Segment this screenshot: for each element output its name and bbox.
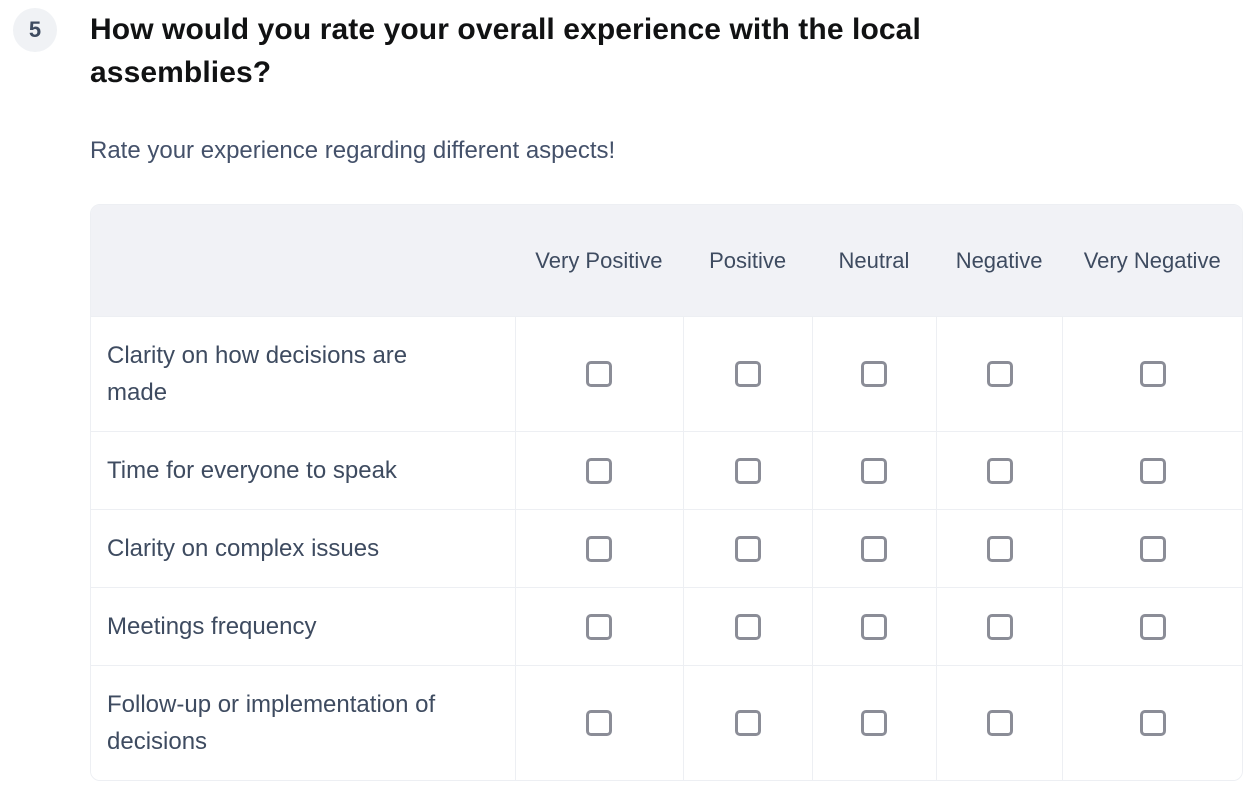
checkbox-r1-c5[interactable] bbox=[1139, 361, 1166, 387]
matrix-body: Clarity on how decisions are made Time f… bbox=[91, 316, 1242, 780]
column-header-neutral: Neutral bbox=[812, 205, 936, 316]
table-row: Clarity on complex issues bbox=[91, 509, 1242, 587]
table-row: Clarity on how decisions are made bbox=[91, 316, 1242, 431]
checkbox-r3-c5[interactable] bbox=[1139, 535, 1166, 562]
question-title: How would you rate your overall experien… bbox=[90, 13, 921, 89]
checkbox-r1-c1[interactable] bbox=[586, 361, 613, 387]
question-subtitle: Rate your experience regarding different… bbox=[90, 137, 616, 164]
column-header-very-negative: Very Negative bbox=[1062, 205, 1242, 316]
row-label: Clarity on complex issues bbox=[91, 509, 515, 587]
row-label: Follow-up or implementation of decisions bbox=[91, 665, 515, 780]
checkbox-r1-c3[interactable] bbox=[861, 361, 888, 387]
table-row: Follow-up or implementation of decisions bbox=[91, 665, 1242, 780]
checkbox-r5-c3[interactable] bbox=[861, 710, 888, 736]
question-header: 5 How would you rate your overall experi… bbox=[13, 8, 1240, 94]
checkbox-r4-c4[interactable] bbox=[986, 613, 1013, 640]
column-header-negative: Negative bbox=[935, 205, 1063, 316]
row-label: Time for everyone to speak bbox=[91, 431, 515, 509]
checkbox-r4-c2[interactable] bbox=[735, 613, 762, 640]
checkbox-r1-c4[interactable] bbox=[986, 361, 1013, 387]
checkbox-r5-c1[interactable] bbox=[586, 710, 613, 736]
checkbox-r3-c1[interactable] bbox=[586, 535, 613, 562]
row-label-column-header bbox=[91, 205, 515, 316]
matrix-header: Very Positive Positive Neutral Negative … bbox=[91, 205, 1242, 316]
question-number-badge: 5 bbox=[13, 8, 57, 52]
rating-matrix: Very Positive Positive Neutral Negative … bbox=[90, 204, 1243, 781]
column-header-very-positive: Very Positive bbox=[514, 205, 684, 316]
checkbox-r2-c2[interactable] bbox=[735, 457, 762, 484]
table-row: Time for everyone to speak bbox=[91, 431, 1242, 509]
checkbox-r5-c5[interactable] bbox=[1139, 710, 1166, 736]
survey-question-page: 5 How would you rate your overall experi… bbox=[13, 8, 1243, 781]
checkbox-r2-c1[interactable] bbox=[586, 457, 613, 484]
table-row: Meetings frequency bbox=[91, 587, 1242, 665]
row-label: Clarity on how decisions are made bbox=[91, 316, 515, 431]
checkbox-r1-c2[interactable] bbox=[735, 361, 762, 387]
checkbox-r5-c4[interactable] bbox=[986, 710, 1013, 736]
checkbox-r4-c5[interactable] bbox=[1139, 613, 1166, 640]
checkbox-r4-c3[interactable] bbox=[861, 613, 888, 640]
checkbox-r3-c3[interactable] bbox=[861, 535, 888, 562]
checkbox-r3-c2[interactable] bbox=[735, 535, 762, 562]
checkbox-r2-c3[interactable] bbox=[861, 457, 888, 484]
checkbox-r3-c4[interactable] bbox=[986, 535, 1013, 562]
checkbox-r2-c5[interactable] bbox=[1139, 457, 1166, 484]
column-header-positive: Positive bbox=[683, 205, 813, 316]
row-label: Meetings frequency bbox=[91, 587, 515, 665]
rating-matrix-table: Very Positive Positive Neutral Negative … bbox=[91, 205, 1242, 780]
checkbox-r5-c2[interactable] bbox=[735, 710, 762, 736]
checkbox-r4-c1[interactable] bbox=[586, 613, 613, 640]
checkbox-r2-c4[interactable] bbox=[986, 457, 1013, 484]
